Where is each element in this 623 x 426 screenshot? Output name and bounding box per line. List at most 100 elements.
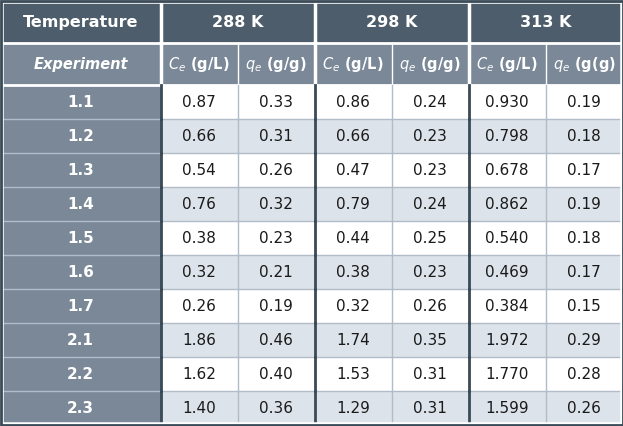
Bar (1, 153, 161, 187)
Text: 0.24: 0.24 (413, 196, 447, 211)
Text: 0.798: 0.798 (485, 129, 529, 144)
Text: 1.972: 1.972 (485, 332, 529, 347)
Bar (161, 85, 622, 119)
Text: 0.47: 0.47 (336, 163, 370, 178)
Text: 2.2: 2.2 (67, 366, 94, 381)
Text: 1.4: 1.4 (67, 196, 94, 211)
Text: 0.678: 0.678 (485, 163, 529, 178)
Bar (468, 2, 622, 43)
Text: 298 K: 298 K (366, 15, 417, 30)
Text: 1.29: 1.29 (336, 400, 370, 415)
Text: 1.6: 1.6 (67, 265, 94, 279)
Text: 0.44: 0.44 (336, 230, 370, 245)
Text: $\it{C}$$_{\it{e}}$ (g/L): $\it{C}$$_{\it{e}}$ (g/L) (168, 55, 230, 74)
Bar (1, 2, 161, 43)
Text: 0.19: 0.19 (259, 298, 293, 313)
Text: 1.1: 1.1 (67, 95, 94, 110)
Text: 0.384: 0.384 (485, 298, 529, 313)
Text: 0.54: 0.54 (182, 163, 216, 178)
Text: 0.31: 0.31 (259, 129, 293, 144)
Text: 0.35: 0.35 (413, 332, 447, 347)
Bar (1, 187, 161, 221)
Bar (161, 289, 622, 323)
Text: 0.18: 0.18 (567, 230, 601, 245)
Text: 0.46: 0.46 (259, 332, 293, 347)
Text: 1.62: 1.62 (182, 366, 216, 381)
Text: 1.3: 1.3 (67, 163, 94, 178)
Text: Temperature: Temperature (23, 15, 138, 30)
Text: 0.23: 0.23 (413, 265, 447, 279)
Text: 1.7: 1.7 (67, 298, 94, 313)
Text: 0.66: 0.66 (182, 129, 216, 144)
Text: $\it{q}$$_{\it{e}}$ (g(g): $\it{q}$$_{\it{e}}$ (g(g) (553, 55, 616, 74)
Text: 0.29: 0.29 (567, 332, 601, 347)
Text: 1.74: 1.74 (336, 332, 370, 347)
Text: 0.25: 0.25 (413, 230, 447, 245)
Bar (1, 43, 622, 85)
Text: 1.770: 1.770 (485, 366, 529, 381)
Text: 288 K: 288 K (212, 15, 263, 30)
Bar (161, 153, 622, 187)
Text: 0.31: 0.31 (413, 366, 447, 381)
Text: 0.33: 0.33 (259, 95, 293, 110)
Text: 0.86: 0.86 (336, 95, 370, 110)
Text: 0.40: 0.40 (259, 366, 293, 381)
Bar (1, 221, 161, 255)
Text: 0.87: 0.87 (182, 95, 216, 110)
Bar (161, 119, 622, 153)
Text: $\it{q}$$_{\it{e}}$ (g/g): $\it{q}$$_{\it{e}}$ (g/g) (399, 55, 461, 74)
Text: $\it{C}$$_{\it{e}}$ (g/L): $\it{C}$$_{\it{e}}$ (g/L) (477, 55, 538, 74)
Text: 0.930: 0.930 (485, 95, 529, 110)
Text: 0.76: 0.76 (182, 196, 216, 211)
Text: 0.862: 0.862 (485, 196, 529, 211)
Text: 0.32: 0.32 (182, 265, 216, 279)
Text: Experiment: Experiment (33, 57, 128, 72)
Text: 0.79: 0.79 (336, 196, 370, 211)
Bar (1, 255, 161, 289)
Text: 0.23: 0.23 (259, 230, 293, 245)
Text: 0.36: 0.36 (259, 400, 293, 415)
Text: 0.23: 0.23 (413, 129, 447, 144)
Text: 1.599: 1.599 (485, 400, 529, 415)
Bar (1, 85, 161, 119)
Text: 0.18: 0.18 (567, 129, 601, 144)
Bar (161, 255, 622, 289)
Bar (1, 357, 161, 391)
Bar (1, 391, 161, 424)
Text: 2.1: 2.1 (67, 332, 94, 347)
Text: 1.53: 1.53 (336, 366, 370, 381)
Text: 1.5: 1.5 (67, 230, 94, 245)
Text: 0.540: 0.540 (485, 230, 529, 245)
Text: 0.38: 0.38 (182, 230, 216, 245)
Bar (161, 187, 622, 221)
Text: 0.469: 0.469 (485, 265, 529, 279)
Bar (161, 2, 315, 43)
Text: 0.26: 0.26 (182, 298, 216, 313)
Text: 0.23: 0.23 (413, 163, 447, 178)
Text: 0.21: 0.21 (259, 265, 293, 279)
Text: 0.66: 0.66 (336, 129, 370, 144)
Text: 1.86: 1.86 (182, 332, 216, 347)
Text: 2.3: 2.3 (67, 400, 94, 415)
Text: 0.38: 0.38 (336, 265, 370, 279)
Text: 0.19: 0.19 (567, 196, 601, 211)
Text: 0.26: 0.26 (259, 163, 293, 178)
Bar (1, 289, 161, 323)
Text: 0.26: 0.26 (567, 400, 601, 415)
Bar (161, 221, 622, 255)
Text: 0.17: 0.17 (567, 265, 601, 279)
Text: 0.32: 0.32 (259, 196, 293, 211)
Text: 0.31: 0.31 (413, 400, 447, 415)
Text: 0.17: 0.17 (567, 163, 601, 178)
Text: 0.19: 0.19 (567, 95, 601, 110)
Text: 0.32: 0.32 (336, 298, 370, 313)
Bar (1, 119, 161, 153)
Text: 313 K: 313 K (520, 15, 571, 30)
Bar (1, 323, 161, 357)
Bar (161, 391, 622, 424)
Text: 0.28: 0.28 (567, 366, 601, 381)
Bar (161, 323, 622, 357)
Text: $\it{C}$$_{\it{e}}$ (g/L): $\it{C}$$_{\it{e}}$ (g/L) (322, 55, 384, 74)
Bar (315, 2, 468, 43)
Text: 0.24: 0.24 (413, 95, 447, 110)
